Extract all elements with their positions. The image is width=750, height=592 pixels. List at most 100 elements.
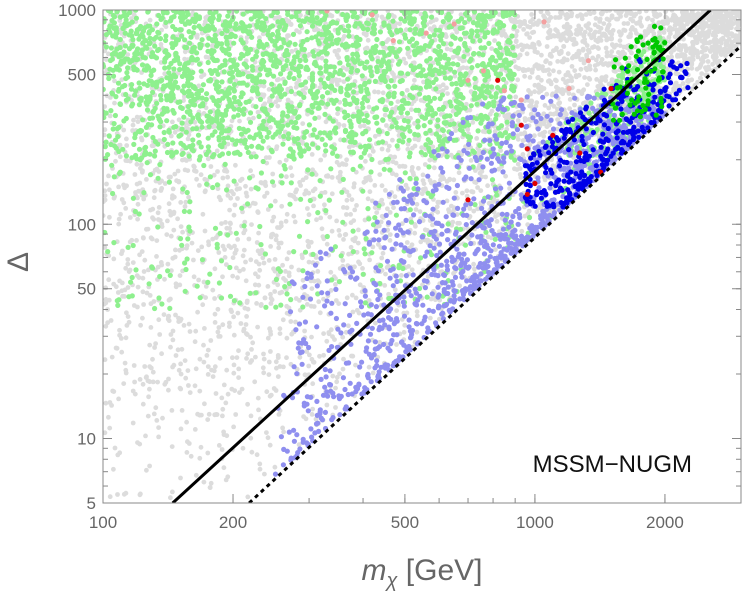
point-all-points <box>251 115 256 121</box>
point-all-points <box>727 23 732 28</box>
point-all-points <box>193 328 199 334</box>
point-all-points <box>151 195 157 201</box>
point-all-points <box>354 307 360 313</box>
point-all-points <box>168 233 174 239</box>
point-all-points <box>584 67 590 73</box>
point-all-points <box>126 319 132 325</box>
point-all-points <box>515 118 521 123</box>
point-all-points <box>474 136 480 141</box>
point-all-points <box>222 247 228 252</box>
point-all-points <box>248 257 254 263</box>
point-all-points <box>170 337 176 343</box>
point-all-points <box>307 352 312 358</box>
point-all-points <box>240 253 246 259</box>
point-all-points <box>440 82 446 88</box>
point-all-points <box>355 373 361 378</box>
point-all-points <box>444 198 450 204</box>
point-all-points <box>286 33 291 39</box>
point-all-points <box>276 245 282 251</box>
point-all-points <box>395 99 401 104</box>
point-all-points <box>579 13 585 18</box>
point-all-points <box>127 267 133 273</box>
point-light-green <box>279 180 285 186</box>
point-all-points <box>336 47 341 53</box>
point-all-points <box>292 219 298 225</box>
point-all-points <box>574 74 579 80</box>
point-all-points <box>464 188 470 194</box>
point-all-points <box>286 270 292 276</box>
point-all-points <box>196 83 202 89</box>
point-all-points <box>564 57 570 63</box>
point-all-points <box>196 277 202 283</box>
point-all-points <box>380 250 386 256</box>
point-all-points <box>147 342 153 348</box>
point-all-points <box>576 88 581 94</box>
point-all-points <box>409 267 415 273</box>
point-all-points <box>472 266 477 272</box>
point-all-points <box>166 376 171 382</box>
point-all-points <box>567 97 573 102</box>
point-all-points <box>212 311 218 317</box>
point-all-points <box>272 464 278 470</box>
point-light-green <box>504 119 510 125</box>
point-all-points <box>117 327 122 333</box>
point-all-points <box>249 222 254 228</box>
point-light-green <box>111 240 117 246</box>
point-all-points <box>227 207 233 213</box>
point-all-points <box>324 241 330 247</box>
point-all-points <box>522 73 527 79</box>
point-light-green <box>388 78 394 84</box>
point-all-points <box>216 334 222 339</box>
point-all-points <box>555 86 561 92</box>
point-all-points <box>256 282 262 288</box>
point-all-points <box>170 328 176 334</box>
point-light-green <box>201 162 207 169</box>
point-light-green <box>381 20 387 26</box>
point-all-points <box>289 193 295 198</box>
point-light-green <box>385 92 391 98</box>
point-all-points <box>314 217 319 223</box>
point-all-points <box>627 10 632 14</box>
point-all-points <box>414 313 420 319</box>
point-light-green <box>461 30 467 36</box>
point-all-points <box>268 331 274 337</box>
point-all-points <box>532 82 538 88</box>
point-all-points <box>130 260 136 265</box>
point-light-green <box>350 228 356 234</box>
point-light-green <box>184 189 190 196</box>
point-all-points <box>147 463 153 469</box>
point-all-points <box>385 206 390 212</box>
point-all-points <box>539 66 545 71</box>
point-all-points <box>708 49 713 54</box>
point-all-points <box>187 329 193 334</box>
point-light-green <box>128 279 134 285</box>
point-all-points <box>678 48 683 53</box>
point-all-points <box>679 15 685 21</box>
point-all-points <box>468 158 474 163</box>
point-all-points <box>231 314 237 320</box>
point-all-points <box>273 233 279 239</box>
point-all-points <box>311 304 317 309</box>
point-all-points <box>273 237 279 243</box>
point-all-points <box>622 28 628 33</box>
point-all-points <box>354 105 360 111</box>
point-all-points <box>588 11 593 17</box>
point-all-points <box>191 257 196 263</box>
point-all-points <box>224 433 230 439</box>
point-all-points <box>479 169 485 174</box>
point-all-points <box>119 349 125 355</box>
point-all-points <box>255 210 261 216</box>
point-all-points <box>706 24 711 29</box>
point-all-points <box>420 178 426 184</box>
point-all-points <box>139 169 145 175</box>
point-all-points <box>681 36 686 42</box>
point-all-points <box>150 206 156 212</box>
point-all-points <box>654 14 660 19</box>
point-all-points <box>555 126 560 132</box>
point-all-points <box>170 186 176 192</box>
point-light-green <box>268 102 274 108</box>
point-all-points <box>617 55 623 61</box>
point-light-green <box>179 126 185 132</box>
point-all-points <box>178 426 184 432</box>
point-all-points <box>162 276 167 282</box>
